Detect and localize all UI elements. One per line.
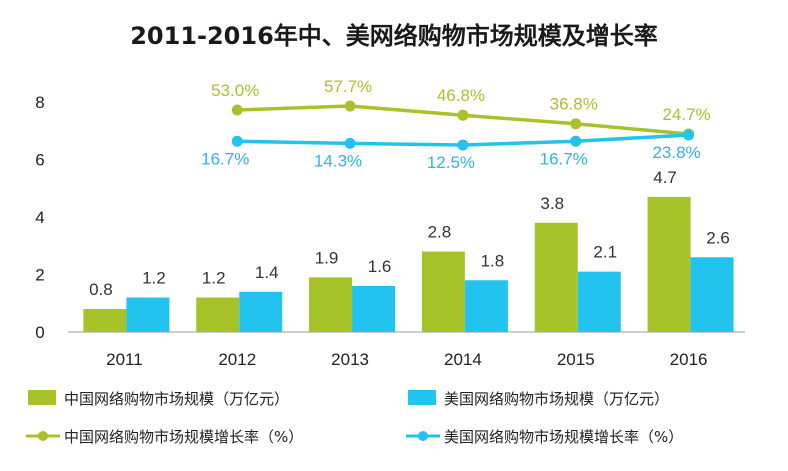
china-bar [309, 277, 353, 332]
china-growth-label: 46.8% [437, 86, 485, 105]
china-growth-label: 24.7% [662, 105, 710, 124]
y-tick-label: 0 [35, 323, 44, 342]
us-bar-label: 1.6 [368, 257, 392, 276]
us-growth-point [570, 135, 582, 147]
china-growth-label: 53.0% [211, 81, 259, 100]
legend-swatch [408, 390, 436, 405]
china-bar-label: 3.8 [540, 194, 564, 213]
x-tick-label: 2012 [218, 350, 256, 369]
us-growth-point [231, 135, 243, 147]
legend-swatch-marker [418, 431, 428, 441]
x-axis: 2011 2012 2013 2014 2015 2016 [106, 350, 707, 369]
china-bar [421, 251, 465, 332]
us-growth-point [683, 129, 695, 141]
china-growth-point [231, 104, 243, 116]
china-growth-point [457, 109, 469, 121]
china-bar [196, 297, 240, 332]
us-growth-point [457, 139, 469, 151]
us-growth-label: 16.7% [201, 149, 249, 168]
us-bar-label: 1.2 [142, 269, 166, 288]
us-bar-label: 1.4 [255, 263, 279, 282]
us-bar [126, 297, 170, 332]
china-growth-label: 36.8% [550, 95, 598, 114]
us-bar [464, 280, 508, 332]
china-bar-label: 4.7 [653, 168, 677, 187]
legend: 中国网络购物市场规模（万亿元） 美国网络购物市场规模（万亿元） 中国网络购物市场规模… [26, 390, 683, 446]
china-bar-label: 2.8 [428, 223, 452, 242]
bar-labels: 0.8 1.2 1.9 2.8 3.8 4.7 1.2 1.4 1.6 1.8 2.1 2.6 [89, 168, 730, 299]
x-tick-label: 2016 [670, 350, 708, 369]
china-growth-point [570, 118, 582, 130]
china-growth-label: 57.7% [324, 77, 372, 96]
y-tick-label: 8 [35, 93, 44, 112]
y-tick-label: 4 [35, 208, 44, 227]
x-tick-label: 2014 [444, 350, 482, 369]
y-tick-label: 6 [35, 151, 44, 170]
y-tick-label: 2 [35, 266, 44, 285]
us-bar-label: 2.1 [593, 243, 617, 262]
bars [83, 196, 734, 332]
x-tick-label: 2011 [106, 350, 143, 369]
china-bar [534, 222, 578, 332]
x-tick-label: 2015 [557, 350, 595, 369]
legend-label: 中国网络购物市场规模（万亿元） [64, 390, 289, 408]
us-bar-label: 1.8 [481, 251, 505, 270]
china-bar-label: 1.2 [202, 269, 226, 288]
us-growth-label: 16.7% [540, 149, 588, 168]
legend-label: 美国网络购物市场规模（万亿元） [444, 390, 669, 408]
legend-item: 美国网络购物市场规模增长率（%） [406, 428, 683, 446]
lines [231, 100, 695, 151]
china-bar [647, 196, 691, 332]
legend-label: 中国网络购物市场规模增长率（%） [64, 428, 303, 446]
legend-swatch-marker [38, 431, 48, 441]
legend-item: 美国网络购物市场规模（万亿元） [408, 390, 669, 408]
us-growth-label: 14.3% [314, 151, 362, 170]
us-bar [577, 271, 621, 332]
legend-swatch [28, 390, 56, 405]
china-bar [83, 309, 127, 332]
legend-item: 中国网络购物市场规模（万亿元） [28, 390, 289, 408]
china-bar-label: 0.8 [89, 280, 113, 299]
us-bar-label: 2.6 [706, 228, 730, 247]
legend-label: 美国网络购物市场规模增长率（%） [444, 428, 683, 446]
legend-item: 中国网络购物市场规模增长率（%） [26, 428, 303, 446]
china-bar-label: 1.9 [315, 248, 339, 267]
chart-title: 2011-2016年中、美网络购物市场规模及增长率 [130, 22, 658, 50]
us-bar [690, 257, 734, 332]
us-growth-label: 12.5% [427, 153, 475, 172]
china-growth-point [344, 100, 356, 112]
us-growth-label: 23.8% [652, 143, 700, 162]
us-bar [352, 286, 396, 332]
us-growth-point [344, 137, 356, 149]
us-bar [239, 291, 283, 332]
y-axis: 0 2 4 6 8 [35, 93, 44, 342]
line-labels: 53.0% 57.7% 46.8% 36.8% 24.7% 16.7% 14.3% 12.5%… [201, 77, 711, 172]
x-tick-label: 2013 [331, 350, 369, 369]
